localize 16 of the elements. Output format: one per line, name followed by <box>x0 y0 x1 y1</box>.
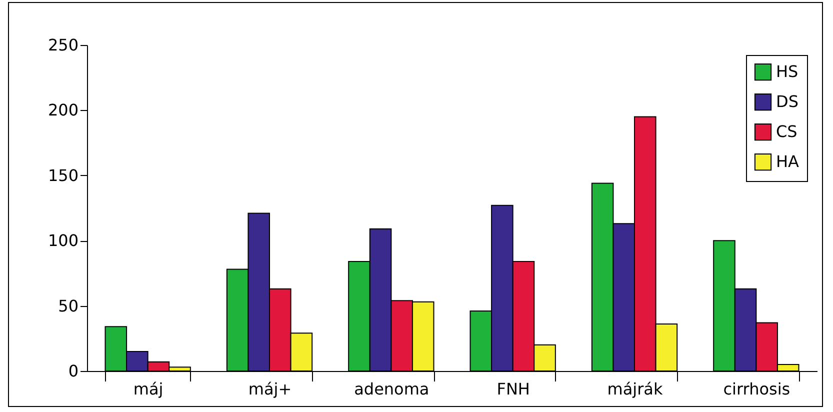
x-tick-label: adenoma <box>354 380 430 398</box>
legend-label: DS <box>776 92 798 111</box>
x-tick-label: FNH <box>496 380 530 398</box>
legend-label: HA <box>776 152 800 171</box>
x-tick-label: cirrhosis <box>723 380 790 398</box>
legend-label: HS <box>776 62 798 81</box>
x-tick-label: máj+ <box>248 380 292 398</box>
x-tick-label: májrák <box>607 380 664 398</box>
y-tick-label: 200 <box>48 100 78 120</box>
legend-label: CS <box>776 122 798 141</box>
y-tick-label: 50 <box>58 296 78 316</box>
y-tick-label: 150 <box>48 166 78 185</box>
y-tick-label: 100 <box>48 231 78 250</box>
y-tick-label: 250 <box>48 36 78 54</box>
y-tick-label: 0 <box>68 362 78 380</box>
x-tick-label: máj <box>133 380 164 398</box>
